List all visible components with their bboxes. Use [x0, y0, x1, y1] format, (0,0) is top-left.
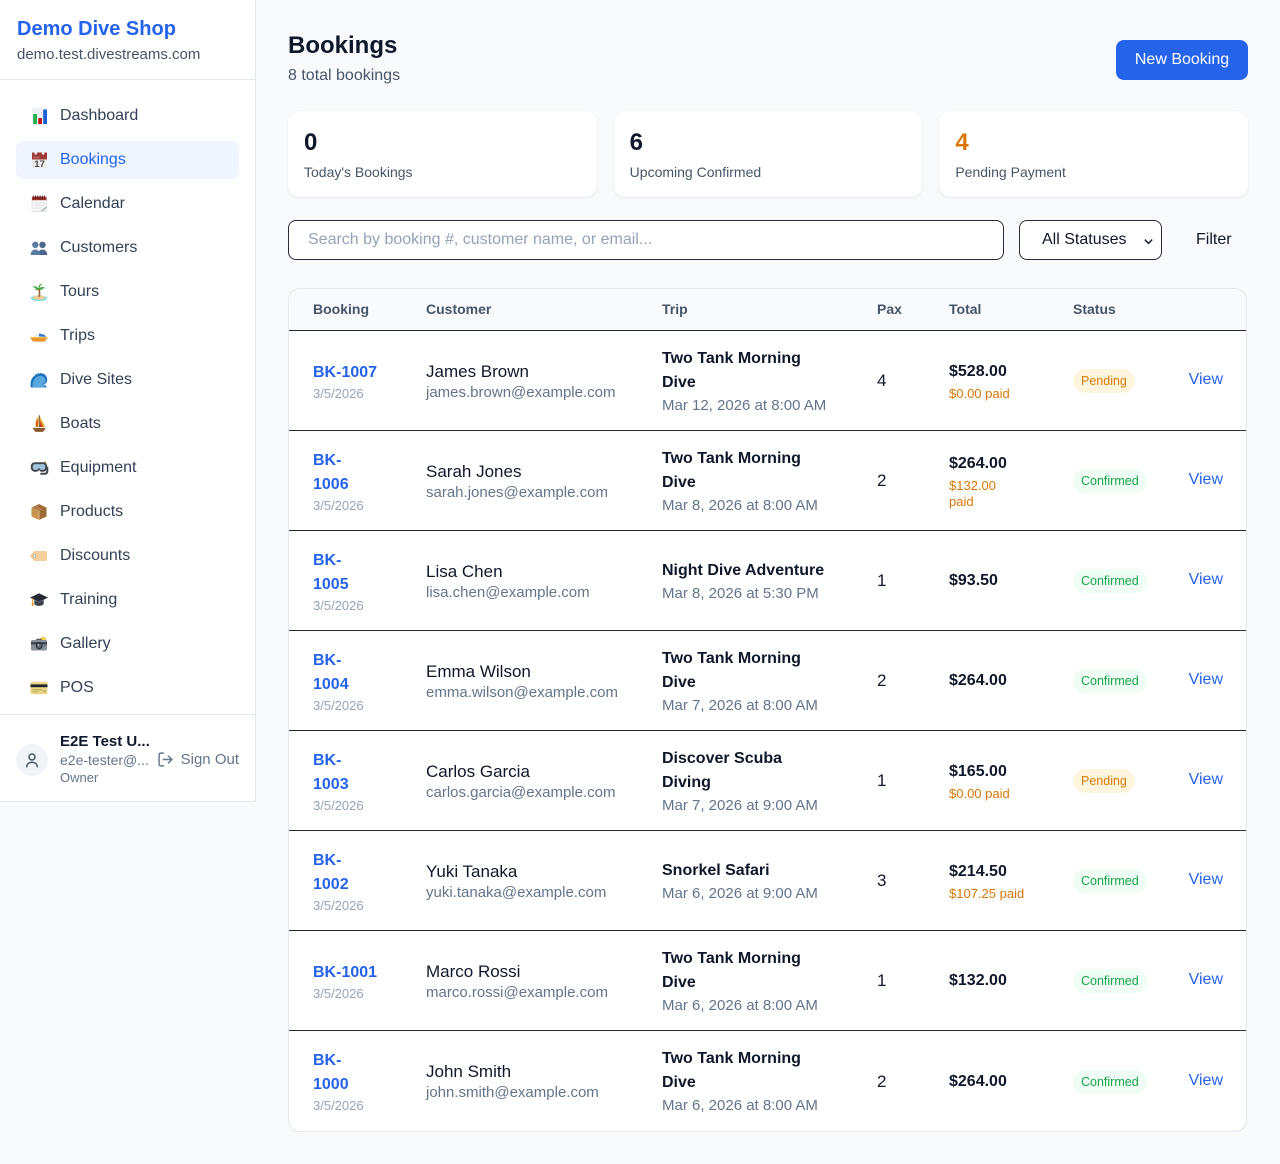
- svg-text:17: 17: [34, 159, 45, 170]
